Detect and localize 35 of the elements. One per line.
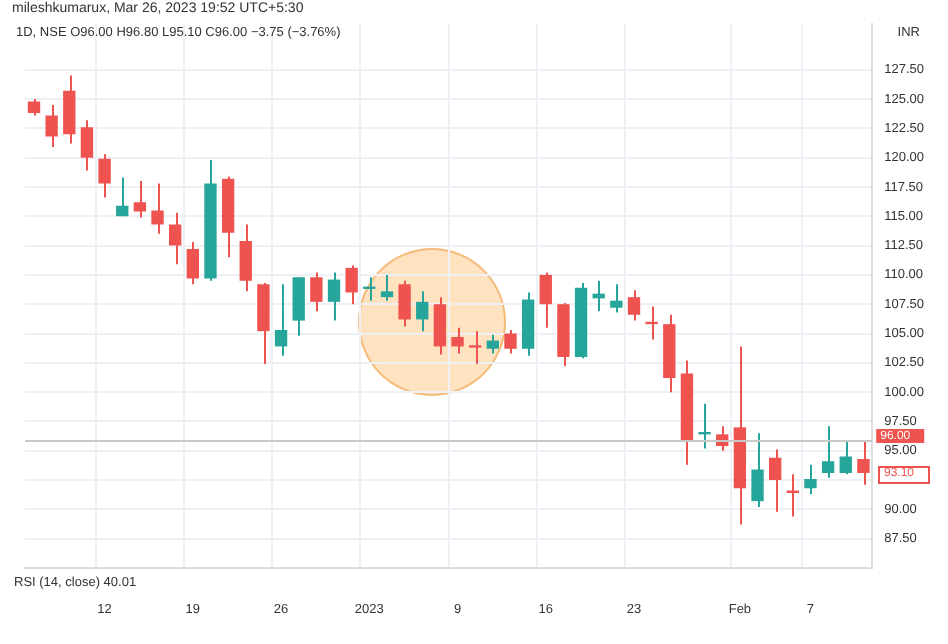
candlestick bbox=[310, 271, 323, 313]
candlestick bbox=[839, 440, 852, 476]
candlestick bbox=[627, 289, 641, 322]
candlestick bbox=[239, 223, 252, 293]
candlestick bbox=[857, 439, 870, 486]
candlestick bbox=[751, 432, 764, 509]
candlestick bbox=[486, 333, 499, 355]
candlestick bbox=[98, 153, 111, 199]
candlestick bbox=[380, 273, 394, 302]
candlestick bbox=[45, 103, 58, 149]
candlestick bbox=[80, 119, 94, 172]
candlestick bbox=[504, 329, 517, 355]
candlestick bbox=[769, 448, 782, 513]
candlestick bbox=[169, 211, 182, 266]
candlestick bbox=[257, 282, 270, 365]
candlestick bbox=[469, 330, 482, 365]
candlestick bbox=[327, 271, 341, 322]
candlestick bbox=[345, 264, 358, 306]
candlestick bbox=[292, 276, 305, 337]
candlestick bbox=[433, 296, 447, 356]
candlestick bbox=[151, 182, 164, 235]
candlestick bbox=[274, 283, 288, 357]
candlestick bbox=[63, 74, 76, 145]
candlestick bbox=[539, 271, 552, 329]
candlestick bbox=[186, 241, 199, 286]
candlestick bbox=[645, 305, 658, 341]
candlestick bbox=[416, 290, 429, 333]
candlestick bbox=[698, 402, 711, 450]
candlestick bbox=[804, 463, 817, 496]
candlestick bbox=[610, 283, 623, 314]
candlestick bbox=[451, 326, 464, 355]
candlestick bbox=[133, 180, 147, 219]
candlestick bbox=[398, 279, 411, 328]
candlestick bbox=[116, 176, 129, 218]
candlestick bbox=[821, 425, 835, 479]
